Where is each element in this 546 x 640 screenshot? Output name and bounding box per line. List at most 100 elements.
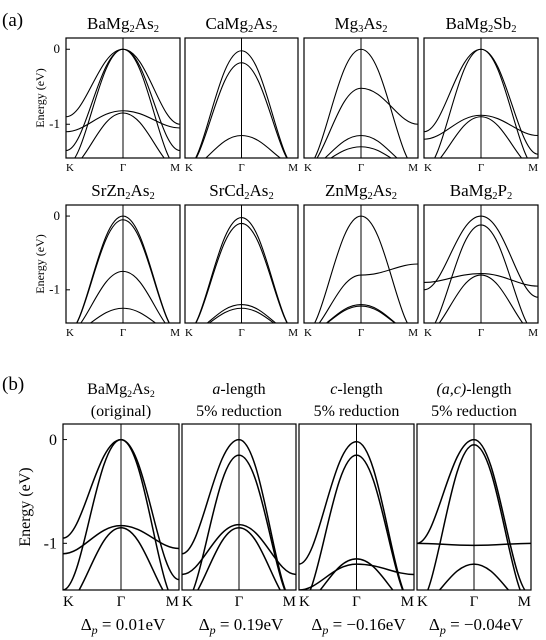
panel-a-6: K Γ M SrCd2As2 <box>184 181 299 339</box>
band-line-3 <box>424 273 538 287</box>
band-line-1 <box>195 62 288 158</box>
panel-b-2: K Γ Ma-length 5% reduction Δp = 0.19eV <box>181 381 297 637</box>
k-label-k: K <box>417 594 428 610</box>
band-line-2 <box>194 50 289 158</box>
k-label-m: M <box>408 162 418 174</box>
y-tick-label: 0 <box>49 432 57 449</box>
variant-title-line1: (a,c)-length <box>436 381 511 398</box>
panel-b-4: K Γ M (a,c)-length 5% reduction Δp = −0.04eV <box>416 381 532 637</box>
compound-title: CaMg2As2 <box>206 14 278 35</box>
plot-frame <box>298 423 415 591</box>
k-label-k: K <box>66 162 74 174</box>
variant-title-line1: a-length <box>212 381 265 398</box>
compound-title: BaMg2P2 <box>450 181 513 202</box>
k-label-k: K <box>424 327 432 339</box>
k-label-gamma: Γ <box>358 327 364 339</box>
plot-frame <box>416 423 532 591</box>
band-line-4 <box>89 307 157 323</box>
band-line-2 <box>195 222 288 323</box>
y-axis-label: Energy (eV) <box>17 467 34 546</box>
k-label-k: K <box>304 162 312 174</box>
k-label-m: M <box>170 327 180 339</box>
y-axis-label: Energy (eV) <box>33 68 47 127</box>
k-label-k: K <box>299 594 310 610</box>
y-tick-label: -1 <box>49 116 60 131</box>
k-label-k: K <box>424 162 432 174</box>
plot-frame <box>303 37 419 159</box>
k-label-m: M <box>408 327 418 339</box>
band-line-3 <box>324 134 398 158</box>
band-line-4 <box>196 526 282 590</box>
band-line-4 <box>78 526 164 590</box>
band-line-4 <box>438 563 510 590</box>
band-line-1 <box>182 438 287 590</box>
variant-title-line1: c-length <box>330 381 382 398</box>
band-line-5 <box>74 48 180 158</box>
k-label-m: M <box>170 162 180 174</box>
variant-title-line1: BaMg2As2 <box>87 381 155 400</box>
k-label-k: K <box>63 594 74 610</box>
compound-title: BaMg2Sb2 <box>446 14 517 35</box>
plot-frame <box>423 37 539 159</box>
y-tick-label: 0 <box>54 208 61 223</box>
k-label-k: K <box>66 327 74 339</box>
band-line-3 <box>66 110 180 133</box>
band-line-3 <box>80 270 166 323</box>
band-line-2 <box>434 224 528 323</box>
k-label-m: M <box>166 594 179 610</box>
delta-p-label: Δp = −0.16eV <box>311 615 406 637</box>
delta-p-label: Δp = −0.04eV <box>429 615 524 637</box>
panel-a-2: K Γ M CaMg2As2 <box>184 14 299 174</box>
band-line-1 <box>417 438 526 590</box>
band-line-1 <box>424 215 538 298</box>
panel-a-label: (a) <box>2 10 23 31</box>
k-label-gamma: Γ <box>235 594 244 610</box>
band-line-4 <box>208 307 275 323</box>
band-line-1 <box>313 48 409 158</box>
delta-p-label: Δp = 0.19eV <box>199 615 284 637</box>
plot-frame <box>423 204 539 324</box>
band-line-3 <box>63 524 179 555</box>
panel-a-4: K Γ M BaMg2Sb2 <box>423 14 539 174</box>
band-line-3 <box>182 523 296 576</box>
plot-frame <box>65 37 181 159</box>
k-label-gamma: Γ <box>358 162 364 174</box>
k-label-gamma: Γ <box>352 594 361 610</box>
k-label-gamma: Γ <box>238 327 244 339</box>
band-line-4 <box>330 146 392 158</box>
band-line-3 <box>424 114 538 140</box>
band-line-2 <box>309 454 404 590</box>
plot-frame <box>184 204 299 324</box>
compound-title: ZnMg2As2 <box>325 181 397 202</box>
k-label-gamma: Γ <box>478 162 484 174</box>
band-line-4 <box>81 112 165 158</box>
compound-title: Mg3As2 <box>334 14 387 35</box>
band-line-3 <box>205 134 282 158</box>
plot-frame <box>184 37 299 159</box>
k-label-m: M <box>528 327 538 339</box>
band-line-4 <box>438 274 524 323</box>
k-label-gamma: Γ <box>120 162 126 174</box>
band-line-4 <box>299 563 414 590</box>
k-label-k: K <box>185 327 193 339</box>
y-tick-label: 0 <box>54 41 61 56</box>
band-line-2 <box>192 454 286 590</box>
plot-frame <box>62 423 180 591</box>
variant-title-line2: 5% reduction <box>196 403 282 420</box>
plot-frame <box>303 204 419 324</box>
band-line-2 <box>76 219 170 323</box>
k-label-gamma: Γ <box>120 327 126 339</box>
k-label-gamma: Γ <box>478 327 484 339</box>
k-label-m: M <box>401 594 414 610</box>
k-label-k: K <box>304 327 312 339</box>
band-line-2 <box>63 438 170 590</box>
plot-frame <box>181 423 297 591</box>
k-label-m: M <box>528 162 538 174</box>
band-line-2 <box>433 48 529 158</box>
panel-b-3: K Γ Mc-length 5% reduction Δp = −0.16eV <box>298 381 415 637</box>
y-axis-label: Energy (eV) <box>33 234 47 293</box>
panel-a-7: K Γ M ZnMg2As2 <box>303 181 419 339</box>
